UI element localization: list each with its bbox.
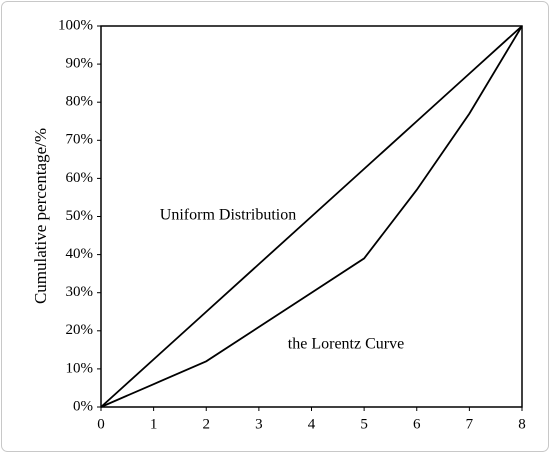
y-tick-label: 90% (66, 56, 94, 72)
y-tick-label: 60% (66, 170, 94, 186)
y-tick-label: 40% (66, 246, 94, 262)
series-line (100, 25, 523, 408)
y-axis-label: Cumulative percentage/% (31, 128, 50, 304)
x-tick-label: 3 (255, 416, 263, 432)
y-tick-label: 80% (66, 94, 94, 110)
y-tick-label: 10% (66, 360, 94, 376)
y-tick-label: 100% (58, 17, 93, 33)
y-tick-label: 0% (73, 398, 93, 414)
x-tick-label: 8 (518, 416, 526, 432)
x-tick-label: 7 (466, 416, 474, 432)
x-tick-label: 1 (150, 416, 158, 432)
y-tick-label: 50% (66, 208, 94, 224)
x-tick-label: 4 (308, 416, 316, 432)
series-annotation: the Lorentz Curve (288, 336, 404, 353)
x-tick-label: 5 (360, 416, 368, 432)
x-tick-label: 0 (97, 416, 105, 432)
x-tick-label: 6 (413, 416, 421, 432)
y-tick-label: 20% (66, 322, 94, 338)
series-line (100, 25, 523, 408)
series-annotation: Uniform Distribution (160, 207, 296, 224)
y-tick-label: 30% (66, 284, 94, 300)
x-tick-label: 2 (203, 416, 211, 432)
y-tick-label: 70% (66, 132, 94, 148)
